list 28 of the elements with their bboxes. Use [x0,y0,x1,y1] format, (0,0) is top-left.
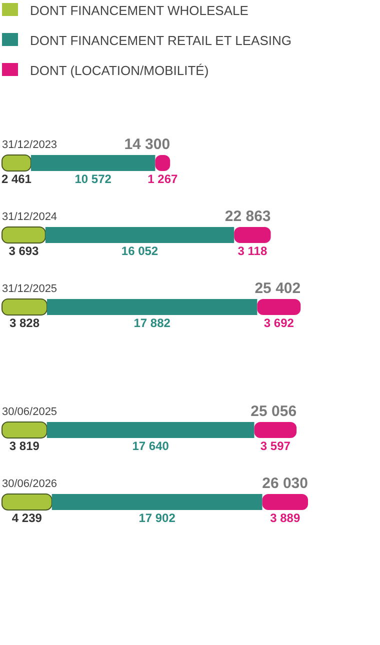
data-label: 17 902 [138,511,176,525]
total-label: 14 300 [124,136,170,153]
data-label: 3 828 [9,316,40,330]
y-tick-label: 31/12/2025 [2,283,58,295]
data-label: 16 052 [121,244,158,258]
data-label: 3 692 [264,316,294,330]
data-label: 3 597 [260,439,291,453]
data-label: 3 819 [9,439,40,453]
legend-label: DONT FINANCEMENT WHOLESALE [30,3,249,18]
data-label: 17 882 [134,316,171,330]
total-label: 25 402 [254,280,301,297]
data-label: 10 572 [74,172,112,186]
data-label: 4 239 [12,511,42,525]
data-label: 3 693 [8,244,40,258]
y-tick-label: 30/06/2026 [2,478,58,490]
total-label: 25 056 [250,403,297,420]
data-label: 17 640 [132,439,170,453]
total-label: 26 030 [262,475,308,492]
total-label: 22 863 [224,208,271,225]
legend-label: DONT FINANCEMENT RETAIL ET LEASING [30,33,292,48]
y-tick-label: 31/12/2023 [2,139,58,151]
data-label: 3 889 [270,511,300,525]
data-label: 1 267 [148,172,178,186]
data-label: 2 461 [1,172,32,186]
y-tick-label: 31/12/2024 [2,211,58,223]
y-tick-label: 30/06/2025 [2,406,58,418]
legend-label: DONT (LOCATION/MOBILITÉ) [30,63,209,78]
data-label: 3 118 [238,244,268,258]
